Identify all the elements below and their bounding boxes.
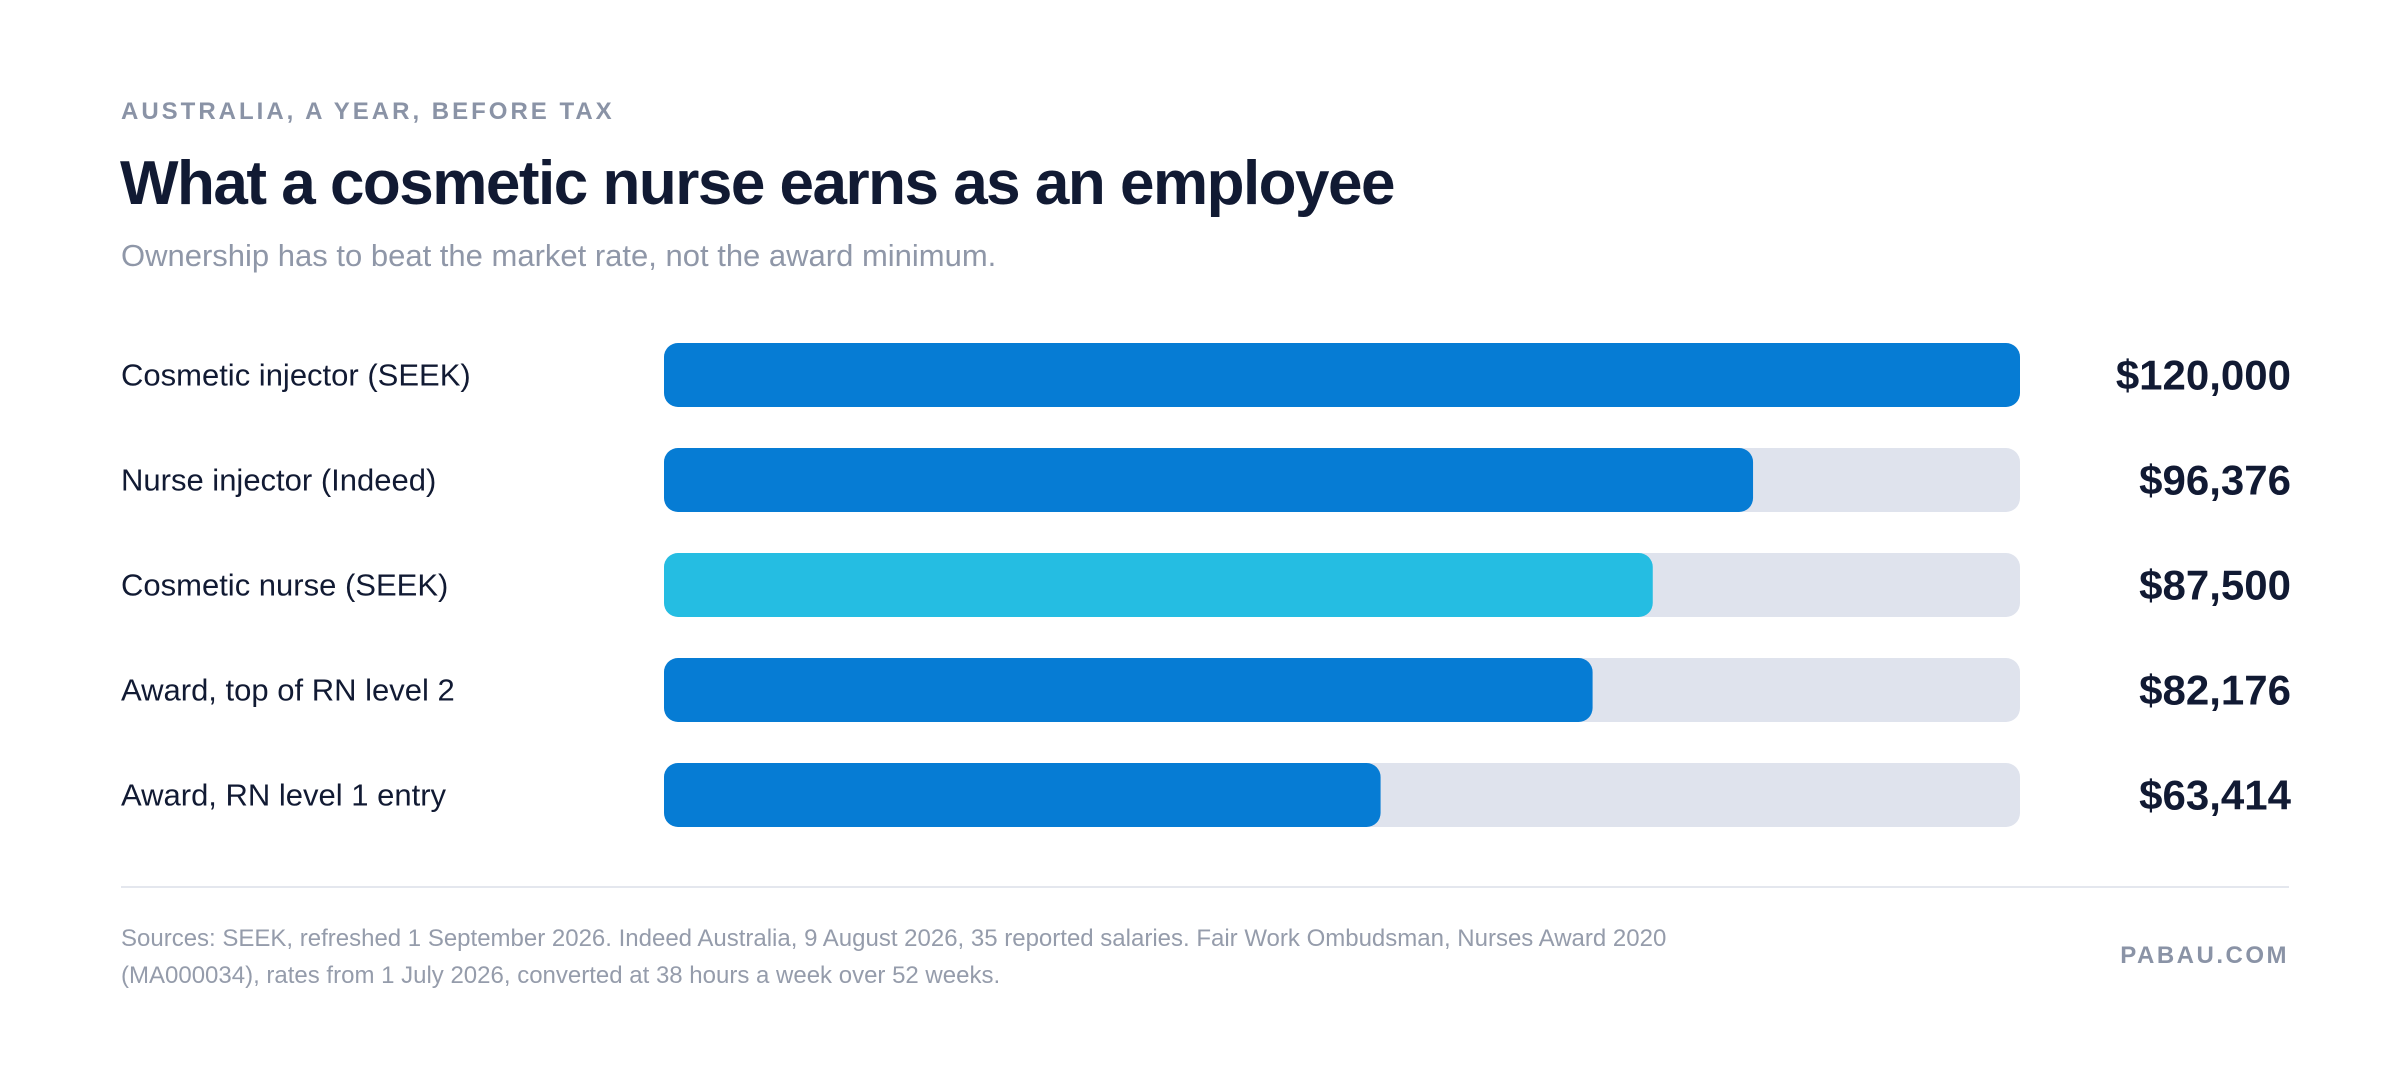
- value-label: $120,000: [2116, 352, 2291, 399]
- bar: [664, 763, 1381, 827]
- value-label: $63,414: [2139, 772, 2291, 819]
- chart-eyebrow: AUSTRALIA, A YEAR, BEFORE TAX: [121, 98, 615, 125]
- bar: [664, 448, 1754, 512]
- category-label: Cosmetic nurse (SEEK): [121, 568, 448, 603]
- value-label: $87,500: [2139, 562, 2291, 609]
- category-label: Cosmetic injector (SEEK): [121, 358, 471, 393]
- value-label: $82,176: [2139, 667, 2291, 714]
- value-label: $96,376: [2139, 457, 2291, 504]
- category-label: Nurse injector (Indeed): [121, 463, 436, 498]
- category-label: Award, RN level 1 entry: [121, 778, 447, 813]
- sources-note: Sources: SEEK, refreshed 1 September 202…: [121, 925, 1667, 989]
- bar: [664, 658, 1593, 722]
- chart-title: What a cosmetic nurse earns as an employ…: [120, 149, 1396, 218]
- chart-subtitle: Ownership has to beat the market rate, n…: [121, 238, 997, 273]
- bar: [664, 343, 2020, 407]
- category-label: Award, top of RN level 2: [121, 673, 455, 708]
- bar: [664, 553, 1653, 617]
- footer-divider: [121, 886, 2289, 888]
- brand-label: PABAU.COM: [2120, 942, 2289, 969]
